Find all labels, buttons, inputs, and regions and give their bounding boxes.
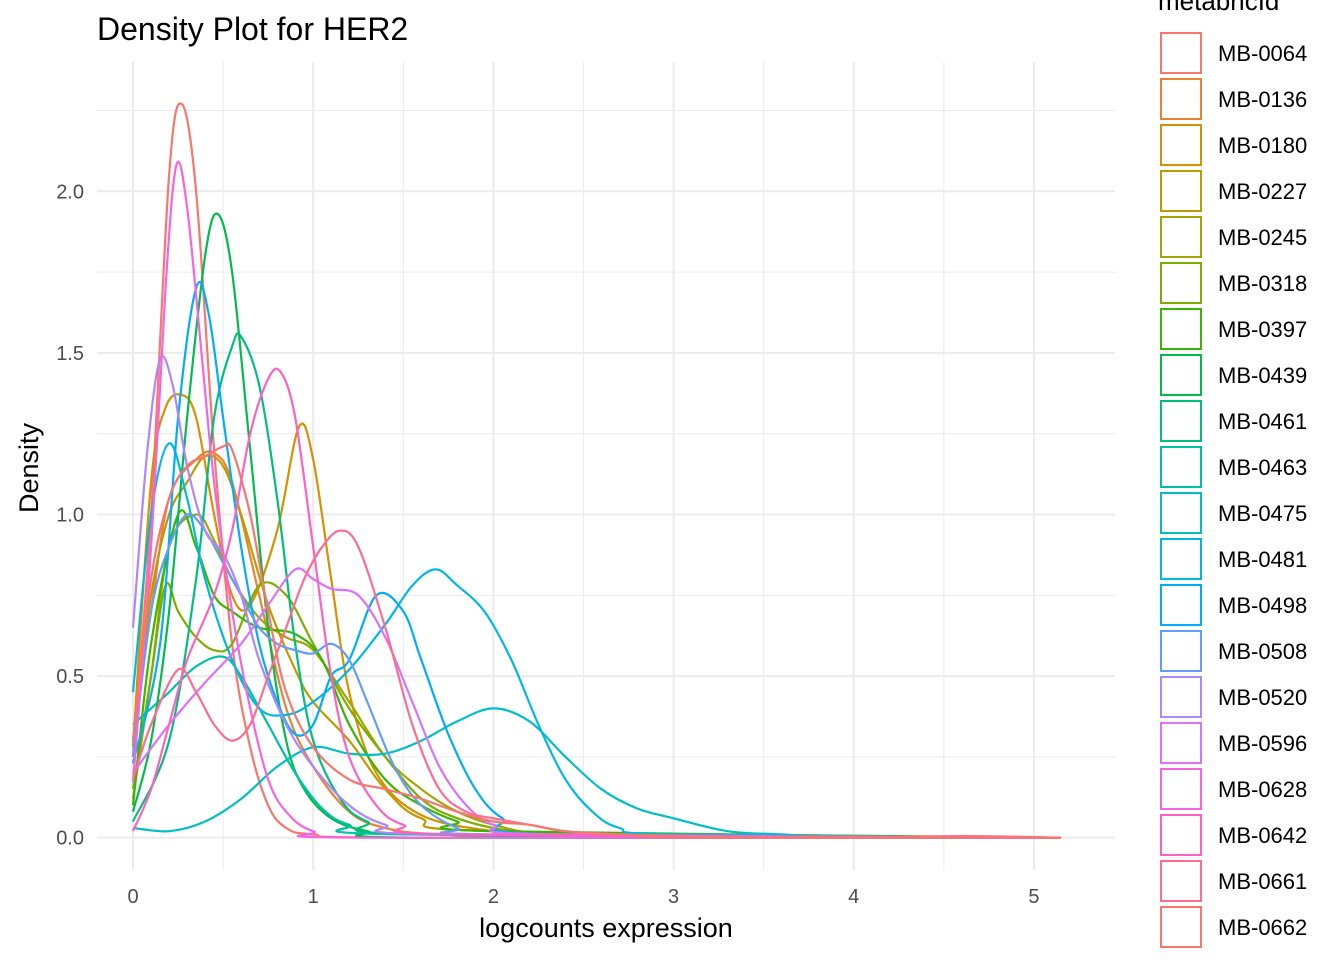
legend-label: MB-0475 xyxy=(1218,501,1307,526)
density-line-mb-0481 xyxy=(131,442,1061,839)
legend-key xyxy=(1160,630,1202,672)
y-tick-label: 0.0 xyxy=(56,828,84,850)
legend-label: MB-0662 xyxy=(1218,915,1307,940)
legend-key xyxy=(1160,492,1202,534)
legend-label: MB-0508 xyxy=(1218,639,1307,664)
y-axis-title: Density xyxy=(14,422,44,513)
legend-key xyxy=(1160,400,1202,442)
legend-label: MB-0596 xyxy=(1218,731,1307,756)
legend-key xyxy=(1160,308,1202,350)
density-line-mb-0227 xyxy=(131,454,1061,839)
legend-key xyxy=(1160,722,1202,764)
legend-key xyxy=(1160,538,1202,580)
density-line-mb-0662 xyxy=(131,442,1061,839)
legend-label: MB-0397 xyxy=(1218,317,1307,342)
legend-key xyxy=(1160,78,1202,120)
density-line-mb-0520 xyxy=(131,355,1061,839)
legend-label: MB-0227 xyxy=(1218,179,1307,204)
x-axis-title: logcounts expression xyxy=(479,913,733,943)
legend-key xyxy=(1160,170,1202,212)
density-line-mb-0439 xyxy=(131,212,1061,839)
legend-key xyxy=(1160,676,1202,718)
legend-label: MB-0520 xyxy=(1218,685,1307,710)
x-tick-label: 3 xyxy=(668,886,679,908)
density-line-mb-0498 xyxy=(131,280,1061,839)
legend-key xyxy=(1160,216,1202,258)
density-line-mb-0508 xyxy=(131,513,1061,839)
density-line-mb-0596 xyxy=(132,567,1061,839)
density-line-mb-0475 xyxy=(132,707,1061,839)
y-axis-ticks: 0.0 0.5 1.0 1.5 2.0 xyxy=(56,181,84,849)
legend-label: MB-0481 xyxy=(1218,547,1307,572)
density-line-mb-0628 xyxy=(131,160,1061,839)
legend-key xyxy=(1160,584,1202,626)
density-line-mb-0661 xyxy=(131,529,1061,839)
legend-label: MB-0318 xyxy=(1218,271,1307,296)
legend-label: MB-0642 xyxy=(1218,823,1307,848)
y-tick-label: 1.0 xyxy=(56,504,84,526)
density-line-mb-0642 xyxy=(131,367,1061,839)
legend-key xyxy=(1160,814,1202,856)
legend-label: MB-0136 xyxy=(1218,87,1307,112)
legend-title: metabricId xyxy=(1158,0,1279,16)
x-tick-label: 2 xyxy=(488,886,499,908)
y-tick-label: 0.5 xyxy=(56,666,84,688)
legend-label: MB-0498 xyxy=(1218,593,1307,618)
y-tick-label: 2.0 xyxy=(56,181,84,203)
legend-key xyxy=(1160,354,1202,396)
legend-label: MB-0439 xyxy=(1218,363,1307,388)
legend-key xyxy=(1160,906,1202,948)
legend-key xyxy=(1160,446,1202,488)
legend-key xyxy=(1160,124,1202,166)
legend-label: MB-0245 xyxy=(1218,225,1307,250)
legend-key xyxy=(1160,262,1202,304)
x-tick-label: 1 xyxy=(308,886,319,908)
legend-label: MB-0661 xyxy=(1218,869,1307,894)
density-curves xyxy=(131,102,1061,839)
legend-label: MB-0628 xyxy=(1218,777,1307,802)
density-line-mb-0463 xyxy=(132,655,1061,839)
x-tick-label: 4 xyxy=(848,886,859,908)
density-line-mb-0461 xyxy=(131,332,1061,839)
legend-key xyxy=(1160,860,1202,902)
y-tick-label: 1.5 xyxy=(56,343,84,365)
legend-key xyxy=(1160,32,1202,74)
legend: metabricId MB-0064 MB-0136 MB-0180 MB-0227 M… xyxy=(1158,0,1307,948)
legend-label: MB-0064 xyxy=(1218,41,1307,66)
legend-label: MB-0180 xyxy=(1218,133,1307,158)
x-tick-label: 0 xyxy=(127,886,138,908)
legend-label: MB-0461 xyxy=(1218,409,1307,434)
density-line-mb-0318 xyxy=(131,581,1061,839)
legend-label: MB-0463 xyxy=(1218,455,1307,480)
grid xyxy=(97,62,1115,870)
chart-title: Density Plot for HER2 xyxy=(97,11,408,47)
x-tick-label: 5 xyxy=(1028,886,1039,908)
legend-key xyxy=(1160,768,1202,810)
x-axis-ticks: 0 1 2 3 4 5 xyxy=(127,886,1039,908)
density-line-mb-0136 xyxy=(131,450,1061,839)
